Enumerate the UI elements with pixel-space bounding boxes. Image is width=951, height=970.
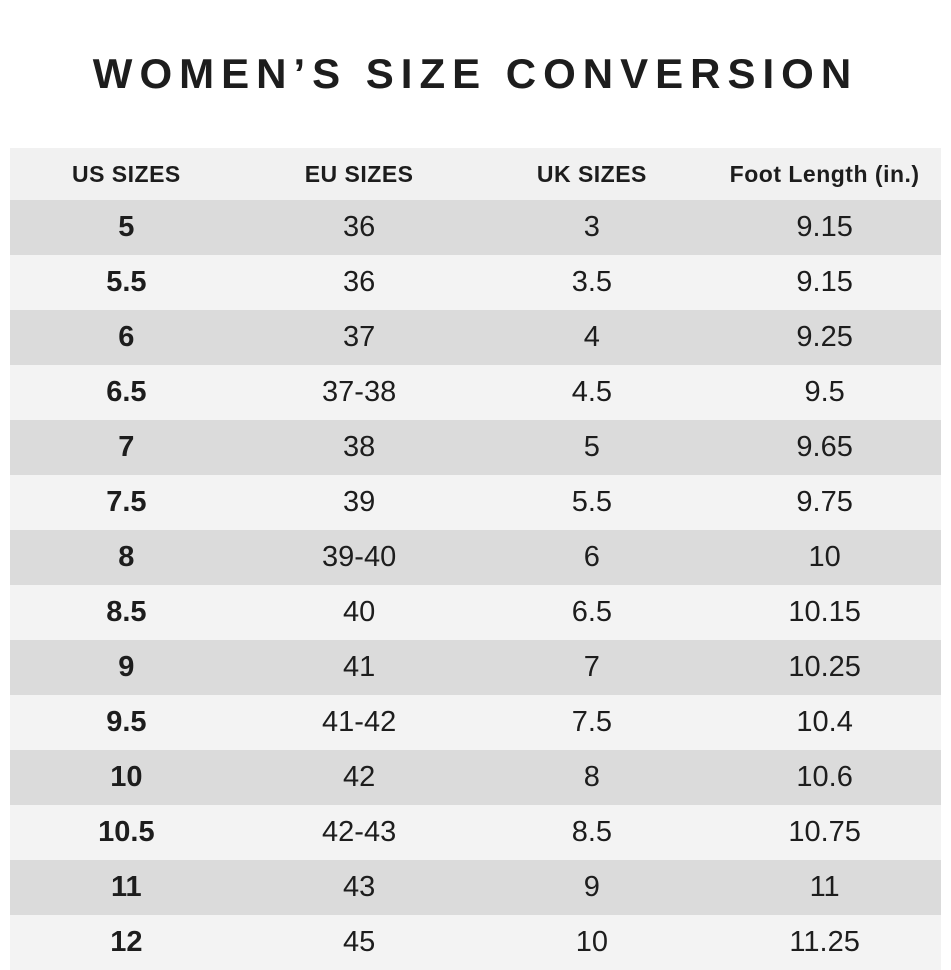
- uk-size-cell: 10: [475, 915, 709, 970]
- eu-size-cell: 36: [242, 200, 476, 256]
- uk-size-cell: 4: [475, 310, 709, 366]
- table-row: 9 41 7 10.25: [10, 640, 941, 696]
- uk-size-cell: 5: [475, 420, 709, 476]
- uk-size-cell: 3.5: [475, 255, 709, 311]
- foot-length-cell: 10: [708, 530, 941, 586]
- column-header-uk-sizes: UK SIZES: [475, 148, 709, 201]
- table-row: 12 45 10 11.25: [10, 915, 941, 970]
- column-header-us-sizes: US SIZES: [10, 148, 243, 201]
- table-row: 10 42 8 10.6: [10, 750, 941, 806]
- table-row: 6 37 4 9.25: [10, 310, 941, 366]
- us-size-cell: 8.5: [10, 585, 243, 641]
- table-row: 7.5 39 5.5 9.75: [10, 475, 941, 531]
- table-row: 8 39-40 6 10: [10, 530, 941, 586]
- foot-length-cell: 9.5: [708, 365, 941, 421]
- us-size-cell: 11: [10, 860, 243, 916]
- foot-length-cell: 10.15: [708, 585, 941, 641]
- foot-length-cell: 9.75: [708, 475, 941, 531]
- size-table-body: 5 36 3 9.15 5.5 36 3.5 9.15 6 37 4 9.25 6.5 37-38 4.5 9…: [10, 200, 941, 970]
- eu-size-cell: 43: [242, 860, 476, 916]
- us-size-cell: 9: [10, 640, 243, 696]
- us-size-cell: 12: [10, 915, 243, 970]
- uk-size-cell: 4.5: [475, 365, 709, 421]
- us-size-cell: 6.5: [10, 365, 243, 421]
- uk-size-cell: 7.5: [475, 695, 709, 751]
- uk-size-cell: 8.5: [475, 805, 709, 861]
- table-row: 10.5 42-43 8.5 10.75: [10, 805, 941, 861]
- page-title: WOMEN’S SIZE CONVERSION: [92, 50, 859, 98]
- us-size-cell: 6: [10, 310, 243, 366]
- eu-size-cell: 40: [242, 585, 476, 641]
- table-header: US SIZES EU SIZES UK SIZES Foot Length (…: [10, 148, 941, 201]
- foot-length-cell: 10.6: [708, 750, 941, 806]
- eu-size-cell: 36: [242, 255, 476, 311]
- table-row: 6.5 37-38 4.5 9.5: [10, 365, 941, 421]
- us-size-cell: 10: [10, 750, 243, 806]
- foot-length-cell: 11.25: [708, 915, 941, 970]
- size-conversion-table: US SIZES EU SIZES UK SIZES Foot Length (…: [10, 148, 941, 970]
- eu-size-cell: 41-42: [242, 695, 476, 751]
- uk-size-cell: 5.5: [475, 475, 709, 531]
- header-row: US SIZES EU SIZES UK SIZES Foot Length (…: [10, 148, 941, 201]
- eu-size-cell: 38: [242, 420, 476, 476]
- eu-size-cell: 41: [242, 640, 476, 696]
- us-size-cell: 7: [10, 420, 243, 476]
- us-size-cell: 8: [10, 530, 243, 586]
- table-row: 8.5 40 6.5 10.15: [10, 585, 941, 641]
- uk-size-cell: 3: [475, 200, 709, 256]
- table-row: 9.5 41-42 7.5 10.4: [10, 695, 941, 751]
- column-header-eu-sizes: EU SIZES: [242, 148, 476, 201]
- us-size-cell: 9.5: [10, 695, 243, 751]
- uk-size-cell: 6: [475, 530, 709, 586]
- foot-length-cell: 10.4: [708, 695, 941, 751]
- foot-length-cell: 9.15: [708, 255, 941, 311]
- eu-size-cell: 37-38: [242, 365, 476, 421]
- uk-size-cell: 9: [475, 860, 709, 916]
- uk-size-cell: 7: [475, 640, 709, 696]
- us-size-cell: 5: [10, 200, 243, 256]
- table-row: 5.5 36 3.5 9.15: [10, 255, 941, 311]
- foot-length-cell: 9.25: [708, 310, 941, 366]
- foot-length-cell: 10.75: [708, 805, 941, 861]
- table-row: 7 38 5 9.65: [10, 420, 941, 476]
- eu-size-cell: 42: [242, 750, 476, 806]
- foot-length-cell: 11: [708, 860, 941, 916]
- us-size-cell: 5.5: [10, 255, 243, 311]
- table-row: 11 43 9 11: [10, 860, 941, 916]
- uk-size-cell: 6.5: [475, 585, 709, 641]
- eu-size-cell: 37: [242, 310, 476, 366]
- uk-size-cell: 8: [475, 750, 709, 806]
- us-size-cell: 7.5: [10, 475, 243, 531]
- foot-length-cell: 9.65: [708, 420, 941, 476]
- eu-size-cell: 42-43: [242, 805, 476, 861]
- eu-size-cell: 39-40: [242, 530, 476, 586]
- eu-size-cell: 39: [242, 475, 476, 531]
- table-row: 5 36 3 9.15: [10, 200, 941, 256]
- foot-length-cell: 10.25: [708, 640, 941, 696]
- eu-size-cell: 45: [242, 915, 476, 970]
- column-header-foot-length: Foot Length (in.): [708, 148, 941, 201]
- foot-length-cell: 9.15: [708, 200, 941, 256]
- us-size-cell: 10.5: [10, 805, 243, 861]
